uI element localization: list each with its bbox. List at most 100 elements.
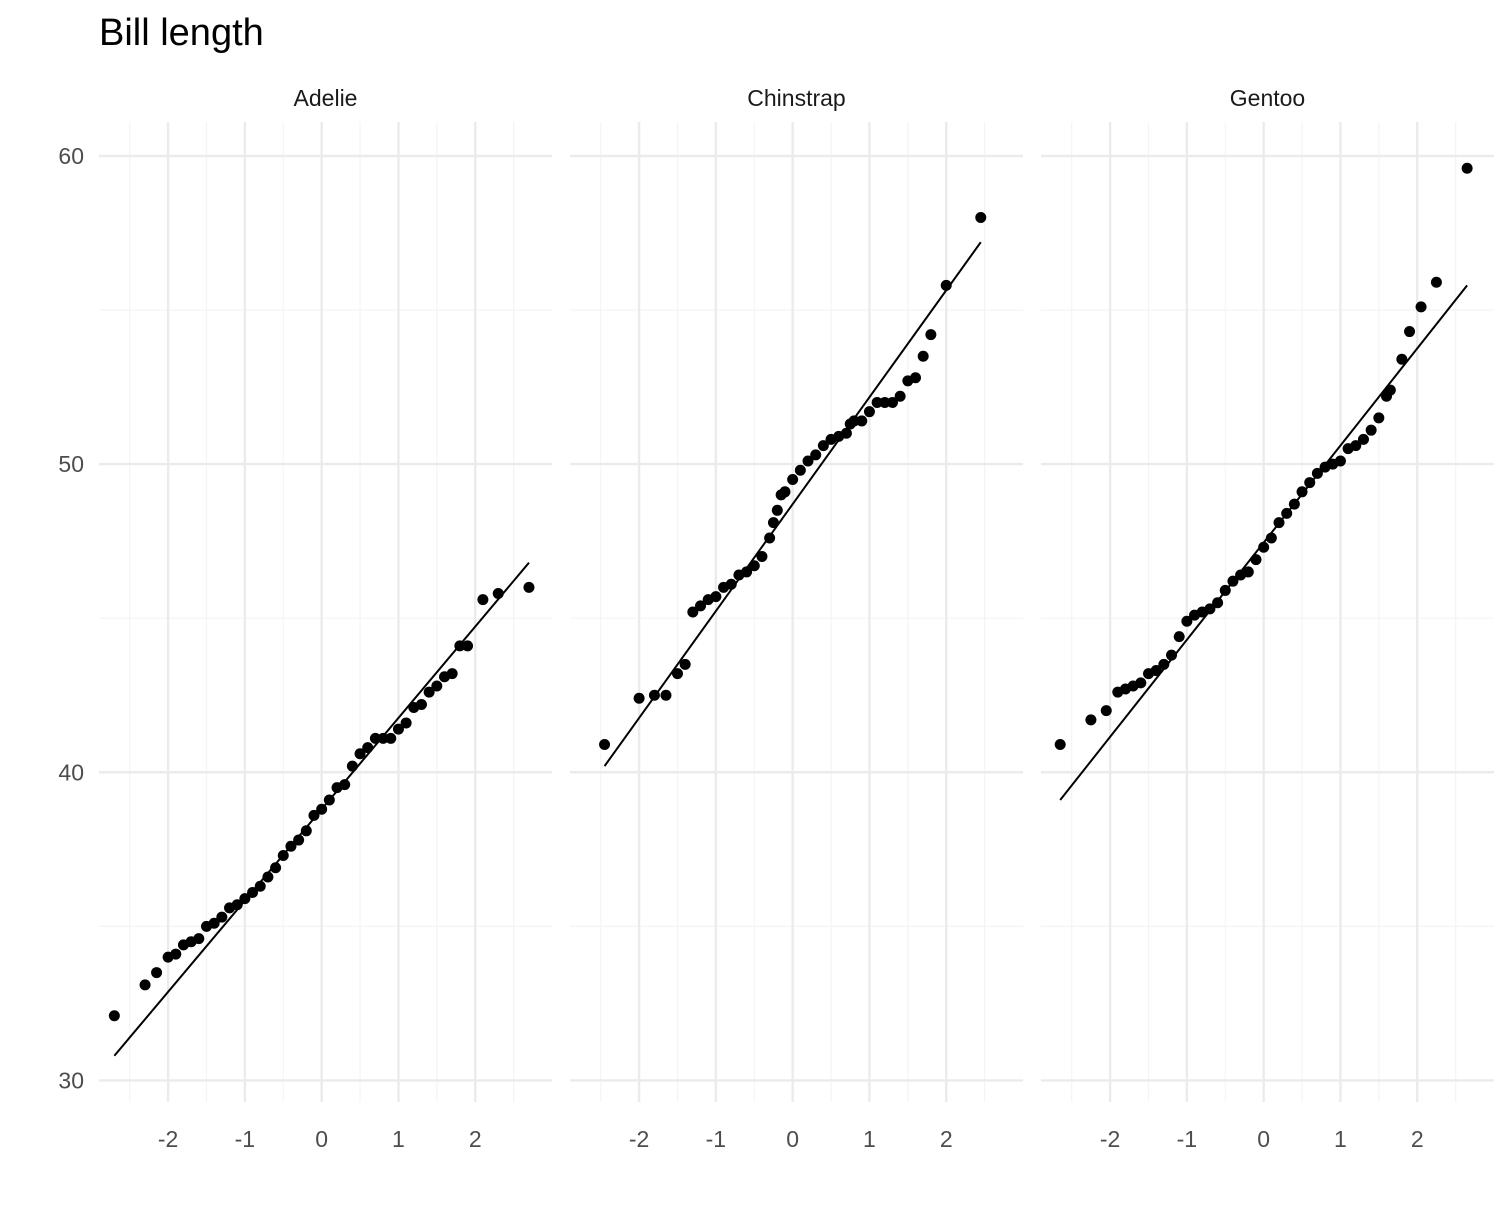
y-tick-label: 60: [58, 143, 84, 169]
qq-point: [400, 717, 412, 729]
qq-point: [1357, 433, 1369, 445]
facet-panel-chinstrap: Chinstrap -2 -1 0 1 2: [570, 85, 1023, 1152]
qq-point: [1396, 353, 1408, 365]
qq-point: [1384, 384, 1396, 396]
facet-panel-adelie: Adelie -2 -1 0 1 2: [99, 85, 552, 1152]
qq-point: [879, 396, 891, 408]
qq-point: [671, 668, 683, 680]
qq-point: [1415, 301, 1427, 313]
qq-point: [446, 668, 458, 680]
qq-point: [139, 979, 151, 991]
qq-point: [423, 686, 435, 698]
x-tick-label: 1: [392, 1126, 405, 1152]
qq-point: [764, 532, 776, 544]
qq-point: [193, 933, 205, 945]
qq-point: [756, 551, 768, 563]
qq-point: [925, 329, 937, 341]
qq-reference-line: [603, 241, 982, 767]
qq-point: [802, 455, 814, 467]
x-tick-label: 1: [1334, 1126, 1347, 1152]
facet-strip-label: Chinstrap: [747, 85, 845, 111]
qq-point: [794, 464, 806, 476]
qq-point: [1054, 739, 1066, 751]
qq-point: [771, 504, 783, 516]
qq-point: [1304, 477, 1316, 489]
qq-point: [599, 739, 611, 751]
qq-point: [767, 517, 779, 529]
qq-point: [362, 742, 374, 754]
qq-point: [1373, 412, 1385, 424]
qq-point: [1242, 566, 1254, 578]
qq-point: [1334, 455, 1346, 467]
qq-point: [308, 809, 320, 821]
qq-point: [1085, 714, 1097, 726]
qq-point: [871, 396, 883, 408]
qq-point: [270, 862, 282, 874]
qq-point: [1250, 554, 1262, 566]
qq-point: [385, 732, 397, 744]
x-tick-label: 0: [1257, 1126, 1270, 1152]
qq-point: [523, 581, 535, 593]
qq-point: [975, 212, 987, 224]
qq-point: [431, 680, 443, 692]
qq-point: [886, 396, 898, 408]
facet-strip-label: Adelie: [294, 85, 358, 111]
qq-point: [1461, 162, 1473, 174]
qq-point: [285, 840, 297, 852]
qq-point: [1150, 665, 1162, 677]
qq-point: [1365, 424, 1377, 436]
qq-point: [1258, 541, 1270, 553]
qq-point: [787, 473, 799, 485]
qq-point: [208, 917, 220, 929]
qq-point: [1219, 584, 1231, 596]
qq-point: [492, 588, 504, 600]
qq-point: [377, 732, 389, 744]
qq-point: [710, 591, 722, 603]
qq-point: [1430, 276, 1442, 288]
qq-point: [323, 794, 335, 806]
x-tick-label: 2: [469, 1126, 482, 1152]
qq-point: [1311, 467, 1323, 479]
qq-point: [1350, 440, 1362, 452]
qq-point: [648, 689, 660, 701]
qq-point: [300, 825, 312, 837]
chart-title: Bill length: [99, 12, 264, 54]
x-tick-label: -2: [1100, 1126, 1120, 1152]
facet-panel-gentoo: Gentoo -2 -1 0 1 2: [1041, 85, 1494, 1152]
qq-point: [660, 689, 672, 701]
qq-point: [1227, 575, 1239, 587]
x-tick-label: 1: [863, 1126, 876, 1152]
qq-point: [247, 886, 259, 898]
qq-point: [262, 871, 274, 883]
facet-strip-label: Gentoo: [1230, 85, 1305, 111]
qq-point: [679, 658, 691, 670]
qq-point: [231, 899, 243, 911]
qq-point: [369, 732, 381, 744]
qq-point: [462, 640, 474, 652]
qq-point: [817, 440, 829, 452]
qq-point: [840, 427, 852, 439]
x-tick-label: -1: [235, 1126, 255, 1152]
qq-point: [856, 415, 868, 427]
qq-point: [633, 692, 645, 704]
qq-point: [354, 748, 366, 760]
qq-point: [454, 640, 466, 652]
qq-point: [1273, 517, 1285, 529]
qq-point: [1265, 532, 1277, 544]
qq-point: [748, 560, 760, 572]
qq-point: [1212, 597, 1224, 609]
qq-point: [1100, 705, 1112, 717]
qq-point: [1404, 326, 1416, 338]
qq-point: [1135, 677, 1147, 689]
qq-point: [810, 449, 822, 461]
qq-point: [316, 803, 328, 815]
x-tick-label: -1: [1177, 1126, 1197, 1152]
qq-point: [254, 880, 266, 892]
qq-point: [346, 760, 358, 772]
qq-point: [1281, 507, 1293, 519]
qq-point: [1204, 603, 1216, 615]
qq-point: [894, 390, 906, 402]
x-tick-label: 2: [940, 1126, 953, 1152]
qq-point: [848, 415, 860, 427]
